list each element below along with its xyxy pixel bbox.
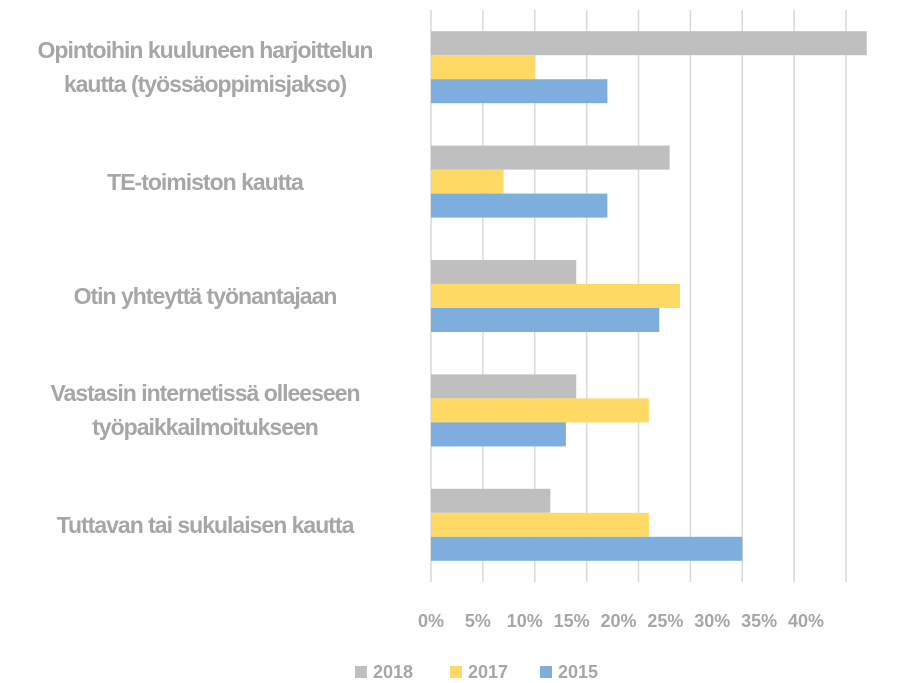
legend-label: 2015 [558,662,598,682]
x-tick-label: 25% [647,611,683,631]
x-tick-label: 0% [418,611,444,631]
x-tick-label: 30% [694,611,730,631]
bar [431,260,577,284]
legend-swatch [450,666,462,678]
bar [431,398,649,423]
legend-label: 2018 [373,662,413,682]
category-label: Tuttavan tai sukulaisen kautta [56,511,355,538]
bar [431,488,551,513]
category-label: Opintoihin kuuluneen harjoittelun kautta… [37,37,374,98]
x-tick-label: 15% [554,611,590,631]
bar [431,169,504,194]
category-label: Otin yhteyttä työnantajaan [73,283,338,309]
bar [431,145,670,170]
bar [431,31,867,56]
bar [431,374,577,399]
x-tick-label: 35% [741,611,777,631]
legend-swatch [355,666,367,678]
bar [431,536,743,561]
bar [431,79,608,104]
category-label: Vastasin internetissä olleeseen työpaikk… [50,380,360,441]
x-tick-label: 10% [507,611,543,631]
x-tick-label: 40% [788,611,824,631]
legend-swatch [540,666,552,678]
bar [431,422,566,447]
category-label: TE-toimiston kautta [107,168,304,195]
bar [431,512,649,537]
x-tick-label: 5% [465,611,491,631]
bar [431,308,660,332]
bar [431,55,535,80]
x-tick-label: 20% [600,611,636,631]
legend-label: 2017 [468,662,508,682]
bar [431,284,680,308]
bar [431,193,608,218]
